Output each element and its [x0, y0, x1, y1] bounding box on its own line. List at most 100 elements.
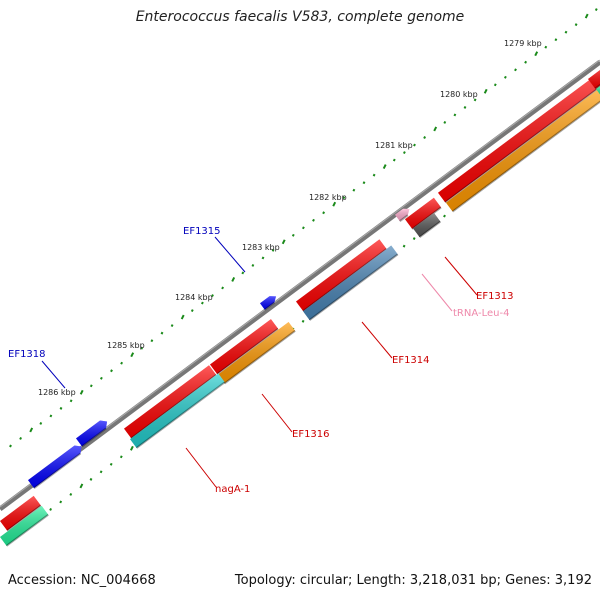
gene-green-right[interactable] — [596, 85, 600, 95]
gene-EF1313-red[interactable] — [438, 73, 600, 204]
inner-minor-tick — [99, 470, 103, 474]
gene-EF1313b[interactable] — [405, 197, 442, 230]
scale-labels: 1279 kbp 1280 kbp 1281 kbp 1282 kbp 1283… — [38, 39, 542, 397]
minor-tick — [39, 421, 43, 425]
major-tick — [332, 201, 337, 207]
gene-orange-mid[interactable] — [218, 322, 296, 385]
minor-tick — [110, 369, 113, 373]
minor-tick — [211, 294, 214, 297]
minor-tick — [302, 226, 305, 230]
gene-green-left[interactable] — [0, 505, 49, 547]
inner-minor-tick — [69, 492, 73, 496]
minor-tick — [312, 218, 315, 222]
feature-label-EF1313[interactable]: EF1313 — [476, 291, 514, 302]
minor-tick — [594, 8, 598, 12]
gene-EF1318-a[interactable] — [28, 445, 82, 489]
major-tick — [281, 239, 286, 245]
minor-tick — [453, 113, 457, 117]
major-tick — [433, 126, 438, 132]
gene-EF1316-red[interactable] — [210, 319, 279, 375]
major-tick — [130, 352, 135, 358]
feature-label-nagA-1[interactable]: nagA-1 — [215, 484, 250, 495]
minor-tick — [120, 361, 123, 365]
feature-label-tRNA-Leu-4[interactable]: tRNA-Leu-4 — [453, 308, 509, 319]
feature-label-EF1316[interactable]: EF1316 — [292, 429, 330, 440]
gene-trna[interactable] — [395, 208, 410, 222]
feature-label-EF1315[interactable]: EF1315 — [183, 226, 221, 237]
minor-tick — [150, 339, 154, 343]
gene-EF1315[interactable] — [260, 296, 277, 311]
minor-tick — [291, 233, 295, 237]
inner-minor-tick — [119, 455, 123, 459]
minor-tick — [352, 188, 356, 192]
gene-EF1314-red[interactable] — [296, 239, 388, 312]
gene-nagA-red[interactable] — [124, 365, 217, 440]
major-tick — [483, 88, 488, 94]
feature-labels: EF1315 EF1318 EF1313 tRNA-Leu-4 EF1314 E… — [8, 226, 514, 495]
scale-label-1284: 1284 kbp — [175, 293, 213, 302]
minor-tick — [261, 256, 265, 260]
minor-tick — [190, 309, 194, 313]
minor-tick — [443, 120, 447, 124]
scale-label-1282: 1282 kbp — [309, 193, 347, 202]
gene-cyan[interactable] — [130, 373, 226, 449]
inner-minor-tick — [59, 500, 63, 504]
minor-tick — [463, 105, 467, 109]
minor-tick — [140, 346, 144, 350]
label-leaders — [41, 236, 478, 488]
inner-minor-tick — [109, 462, 113, 466]
minor-tick — [19, 437, 22, 440]
minor-tick — [322, 211, 325, 215]
minor-tick — [241, 271, 245, 275]
feature-label-EF1318[interactable]: EF1318 — [8, 349, 46, 360]
feature-label-EF1314[interactable]: EF1314 — [392, 355, 430, 366]
scale-label-1283: 1283 kbp — [242, 243, 280, 252]
gene-steelblue[interactable] — [303, 245, 399, 321]
inner-minor-tick — [301, 319, 305, 323]
major-tick — [231, 277, 236, 282]
accession-text: Accession: NC_004668 — [8, 573, 156, 588]
minor-tick — [89, 384, 93, 388]
scale-label-1285: 1285 kbp — [107, 341, 145, 350]
leader-nagA — [185, 447, 217, 488]
gene-red-upper[interactable] — [588, 67, 600, 90]
major-tick — [584, 13, 589, 19]
gene-red-left[interactable] — [0, 495, 42, 532]
minor-tick — [69, 399, 73, 403]
minor-tick — [59, 406, 63, 410]
genome-stats-text: Topology: circular; Length: 3,218,031 bp… — [234, 573, 592, 588]
minor-tick — [372, 173, 376, 177]
leader-EF1314 — [361, 321, 393, 359]
minor-tick — [514, 68, 517, 72]
minor-tick — [554, 38, 558, 42]
gene-EF1318-b[interactable] — [76, 420, 108, 448]
minor-tick — [544, 45, 548, 49]
map-title: Enterococcus faecalis V583, complete gen… — [135, 9, 465, 25]
inner-major-tick — [130, 445, 134, 451]
major-tick — [534, 51, 539, 57]
gene-orange-long[interactable] — [446, 88, 600, 213]
scale-label-1286: 1286 kbp — [38, 388, 76, 397]
major-tick — [180, 314, 185, 320]
minor-tick — [342, 196, 346, 200]
inner-major-tick — [79, 483, 84, 489]
major-tick — [79, 389, 84, 395]
minor-tick — [423, 136, 426, 139]
gene-features — [0, 67, 600, 547]
leader-EF1313 — [444, 256, 478, 296]
gene-gray[interactable] — [413, 212, 442, 238]
minor-tick — [574, 23, 578, 27]
inner-minor-tick — [49, 508, 52, 511]
minor-tick — [524, 60, 527, 64]
major-tick — [29, 427, 34, 433]
minor-tick — [564, 30, 568, 34]
scale-ticks — [9, 8, 598, 448]
minor-tick — [493, 83, 497, 87]
minor-tick — [170, 324, 174, 328]
minor-tick — [9, 444, 12, 448]
minor-tick — [221, 286, 224, 290]
scale-label-1279: 1279 kbp — [504, 39, 542, 48]
minor-tick — [251, 263, 255, 267]
leader-tRNA — [421, 273, 453, 312]
